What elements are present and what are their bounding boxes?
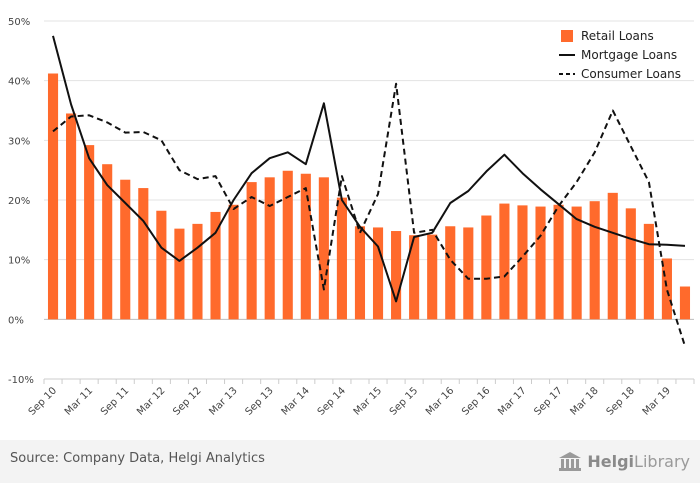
- y-tick-label: 10%: [8, 256, 30, 267]
- x-tick-label: Sep 16: [460, 385, 492, 417]
- retail-loans-bar: [138, 188, 149, 320]
- retail-loans-bar: [625, 208, 636, 320]
- footer: Source: Company Data, Helgi Analytics He…: [0, 440, 700, 483]
- legend: Retail Loans Mortgage Loans Consumer Loans: [559, 29, 681, 81]
- y-axis: -10% 0% 10% 20% 30% 40% 50%: [8, 17, 34, 386]
- retail-loans-bar: [228, 204, 239, 320]
- retail-loans-bars: [47, 73, 691, 320]
- retail-loans-bar: [174, 228, 185, 320]
- library-building-icon: [559, 452, 582, 471]
- y-tick-label: 40%: [8, 77, 30, 88]
- retail-loans-bar: [535, 206, 546, 320]
- x-tick-label: Sep 13: [243, 385, 275, 417]
- legend-label: Mortgage Loans: [581, 48, 677, 62]
- brand-name: HelgiLibrary: [587, 451, 690, 471]
- retail-loans-bar: [499, 203, 510, 320]
- retail-loans-bar: [463, 227, 474, 320]
- retail-loans-bar: [47, 73, 59, 320]
- retail-loans-bar: [102, 164, 113, 320]
- x-tick-label: Mar 13: [207, 385, 239, 417]
- retail-loans-bar: [300, 173, 311, 320]
- x-tick-label: Mar 16: [424, 385, 456, 417]
- retail-loans-bar: [391, 231, 402, 320]
- retail-loans-bar: [643, 223, 654, 320]
- retail-loans-bar: [553, 204, 564, 320]
- retail-loans-bar: [192, 223, 203, 320]
- retail-loans-bar: [336, 197, 347, 320]
- x-tick-label: Sep 11: [99, 385, 131, 417]
- retail-loans-bar: [120, 179, 131, 320]
- y-tick-label: 50%: [8, 17, 30, 28]
- retail-loans-bar: [481, 215, 492, 320]
- x-tick-label: Mar 19: [641, 385, 673, 417]
- x-tick-label: Mar 14: [280, 385, 312, 417]
- x-tick-label: Sep 15: [388, 385, 420, 417]
- y-tick-label: 0%: [8, 315, 24, 326]
- y-tick-label: 20%: [8, 196, 30, 207]
- x-tick-label: Sep 10: [27, 385, 59, 417]
- x-tick-label: Sep 17: [532, 385, 564, 417]
- chart: -10% 0% 10% 20% 30% 40% 50% Sep 10 Mar 11 Sep 11…: [8, 17, 695, 418]
- retail-loans-bar: [679, 286, 691, 320]
- y-tick-label: 30%: [8, 136, 30, 147]
- retail-loans-bar: [210, 211, 221, 320]
- retail-loans-bar: [589, 201, 600, 320]
- retail-loans-bar: [84, 145, 95, 320]
- x-tick-label: Mar 18: [568, 385, 600, 417]
- retail-loans-bar: [517, 205, 528, 320]
- legend-label: Retail Loans: [581, 29, 654, 43]
- retail-loans-bar: [445, 226, 456, 320]
- retail-loans-bar: [282, 170, 293, 320]
- retail-loans-bar: [409, 235, 420, 320]
- retail-loans-bar: [264, 177, 275, 320]
- brand-logo: HelgiLibrary: [557, 448, 690, 474]
- legend-swatch-bar: [561, 30, 573, 42]
- x-tick-label: Sep 12: [171, 385, 203, 417]
- retail-loans-bar: [661, 258, 672, 320]
- y-tick-label: -10%: [8, 375, 34, 386]
- retail-loans-bar: [246, 182, 257, 320]
- mortgage-loans-line: [52, 35, 686, 303]
- retail-loans-bar: [318, 177, 329, 320]
- retail-loans-bar: [571, 206, 582, 320]
- retail-loans-bar: [372, 227, 384, 320]
- x-axis: [43, 378, 695, 384]
- line-series: [52, 35, 686, 347]
- retail-loans-bar: [354, 226, 366, 320]
- x-tick-label: Sep 14: [316, 385, 348, 417]
- retail-loans-bar: [427, 234, 438, 320]
- retail-loans-bar: [66, 113, 77, 320]
- source-note: Source: Company Data, Helgi Analytics: [10, 451, 265, 466]
- x-tick-label: Mar 12: [135, 385, 167, 417]
- retail-loans-bar: [607, 192, 618, 320]
- x-tick-label: Mar 11: [63, 385, 95, 417]
- x-tick-label: Sep 18: [605, 385, 637, 417]
- consumer-loans-line: [52, 82, 686, 347]
- retail-loans-bar: [156, 210, 167, 320]
- legend-label: Consumer Loans: [581, 67, 681, 81]
- x-tick-label: Mar 15: [352, 385, 384, 417]
- x-tick-label: Mar 17: [496, 385, 528, 417]
- x-tick-labels: Sep 10 Mar 11 Sep 11 Mar 12 Sep 12 Mar 13 Sep …: [27, 385, 673, 417]
- gridlines: [44, 20, 694, 380]
